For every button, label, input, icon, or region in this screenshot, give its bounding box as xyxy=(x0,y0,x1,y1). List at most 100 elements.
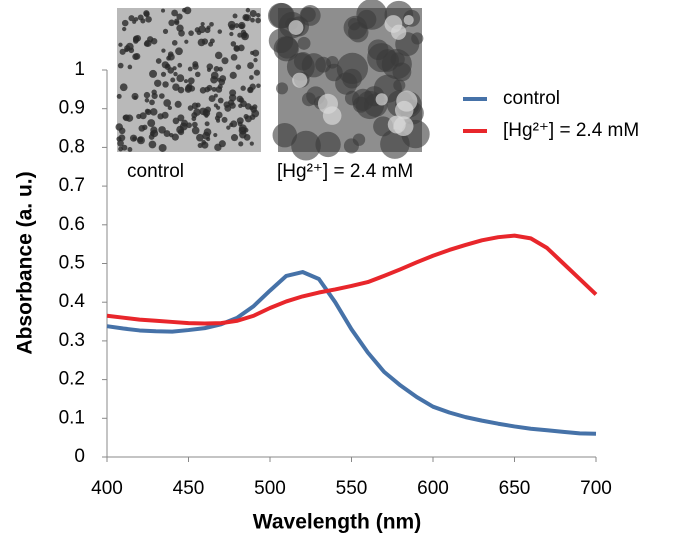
inset-texture xyxy=(128,15,134,21)
inset-texture xyxy=(168,20,175,27)
inset-texture xyxy=(391,52,405,66)
y-tick-label: 1 xyxy=(74,59,85,80)
inset-texture xyxy=(192,122,198,128)
inset-texture xyxy=(229,94,236,101)
chart: control [Hg²⁺] = 2.4 mM Wavelength (nm) … xyxy=(0,0,674,542)
inset-texture xyxy=(168,51,174,57)
inset-texture xyxy=(170,77,175,82)
inset-texture xyxy=(117,140,124,147)
inset-texture xyxy=(253,58,257,62)
inset-texture xyxy=(300,5,321,26)
inset-texture xyxy=(203,109,208,114)
inset-texture xyxy=(207,63,214,70)
inset-texture xyxy=(252,50,259,57)
line xyxy=(107,272,596,434)
inset-texture xyxy=(244,14,251,21)
inset-texture xyxy=(120,83,128,91)
inset-texture xyxy=(176,25,183,32)
inset-texture xyxy=(152,93,158,99)
inset-texture xyxy=(255,18,261,24)
y-axis-title: Absorbance (a. u.) xyxy=(14,171,37,354)
inset-texture xyxy=(326,56,339,69)
inset-texture xyxy=(276,82,288,94)
inset-images xyxy=(115,0,429,161)
inset-texture xyxy=(123,115,128,120)
inset-texture xyxy=(239,24,244,29)
inset-texture xyxy=(187,83,193,89)
inset-texture xyxy=(256,84,261,89)
inset-texture xyxy=(221,57,228,64)
inset-texture xyxy=(353,133,365,145)
y-tick-label: 0.3 xyxy=(59,330,85,351)
y-tick-label: 0.2 xyxy=(59,369,85,390)
legend-label: [Hg²⁺] = 2.4 mM xyxy=(503,120,639,141)
inset-texture xyxy=(136,114,141,119)
x-axis-title: Wavelength (nm) xyxy=(253,511,421,534)
inset-texture xyxy=(229,123,233,127)
inset-texture xyxy=(244,128,249,133)
inset-texture xyxy=(252,104,257,109)
inset-caption: control xyxy=(127,161,184,182)
x-tick-label: 700 xyxy=(580,478,612,499)
inset-texture xyxy=(238,141,243,146)
inset-texture xyxy=(188,67,193,72)
inset-texture xyxy=(128,65,133,70)
inset-texture xyxy=(145,16,152,23)
inset-texture xyxy=(244,134,251,141)
inset-texture xyxy=(219,79,225,85)
y-tick-label: 0.8 xyxy=(59,136,85,157)
inset-texture xyxy=(238,121,243,126)
inset-texture xyxy=(144,92,150,98)
inset-texture xyxy=(158,126,166,134)
x-tick-label: 450 xyxy=(173,478,205,499)
inset-texture xyxy=(222,117,228,123)
inset-texture xyxy=(162,81,168,87)
inset-texture xyxy=(151,130,158,137)
inset-texture xyxy=(213,133,217,137)
inset-texture xyxy=(188,77,195,84)
inset-texture xyxy=(208,42,213,47)
y-tick-label: 0.4 xyxy=(59,291,86,312)
inset-texture xyxy=(228,21,236,29)
inset-texture xyxy=(214,94,218,98)
inset-texture xyxy=(118,43,122,47)
inset-texture xyxy=(138,14,144,20)
inset-texture xyxy=(143,10,149,16)
inset-texture xyxy=(172,134,179,141)
inset-texture xyxy=(117,94,122,99)
inset-texture xyxy=(315,132,340,157)
inset-texture xyxy=(292,73,307,88)
inset-texture xyxy=(184,79,188,83)
legend-label: control xyxy=(503,88,560,109)
inset-texture xyxy=(174,19,179,24)
inset-texture xyxy=(233,45,240,52)
inset-texture xyxy=(214,66,220,72)
inset-texture xyxy=(157,113,163,119)
inset-texture xyxy=(404,15,414,25)
inset-texture xyxy=(180,123,188,131)
inset-texture xyxy=(204,114,208,118)
inset-texture xyxy=(161,72,166,77)
inset-texture xyxy=(276,37,298,59)
inset-texture xyxy=(165,63,170,68)
inset-texture xyxy=(151,38,157,44)
x-tick-label: 600 xyxy=(417,478,449,499)
inset-texture xyxy=(175,101,182,108)
inset-texture xyxy=(149,141,157,149)
inset-texture xyxy=(188,105,194,111)
inset-texture xyxy=(231,54,238,61)
inset-texture xyxy=(132,93,139,100)
inset-texture xyxy=(177,63,182,68)
inset-texture xyxy=(391,25,406,40)
inset-texture xyxy=(184,40,188,44)
inset-texture xyxy=(133,38,138,43)
inset-texture xyxy=(182,8,186,12)
x-tick-label: 500 xyxy=(254,478,286,499)
inset-texture xyxy=(118,63,124,69)
inset-texture xyxy=(246,8,251,13)
inset-texture xyxy=(240,100,247,107)
inset-texture xyxy=(224,101,231,108)
inset-texture xyxy=(218,29,223,34)
inset-texture xyxy=(233,13,238,18)
inset-texture xyxy=(241,33,247,39)
